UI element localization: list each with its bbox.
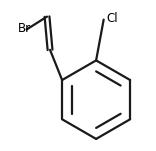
Text: Cl: Cl bbox=[107, 12, 118, 25]
Text: Br: Br bbox=[18, 22, 31, 35]
